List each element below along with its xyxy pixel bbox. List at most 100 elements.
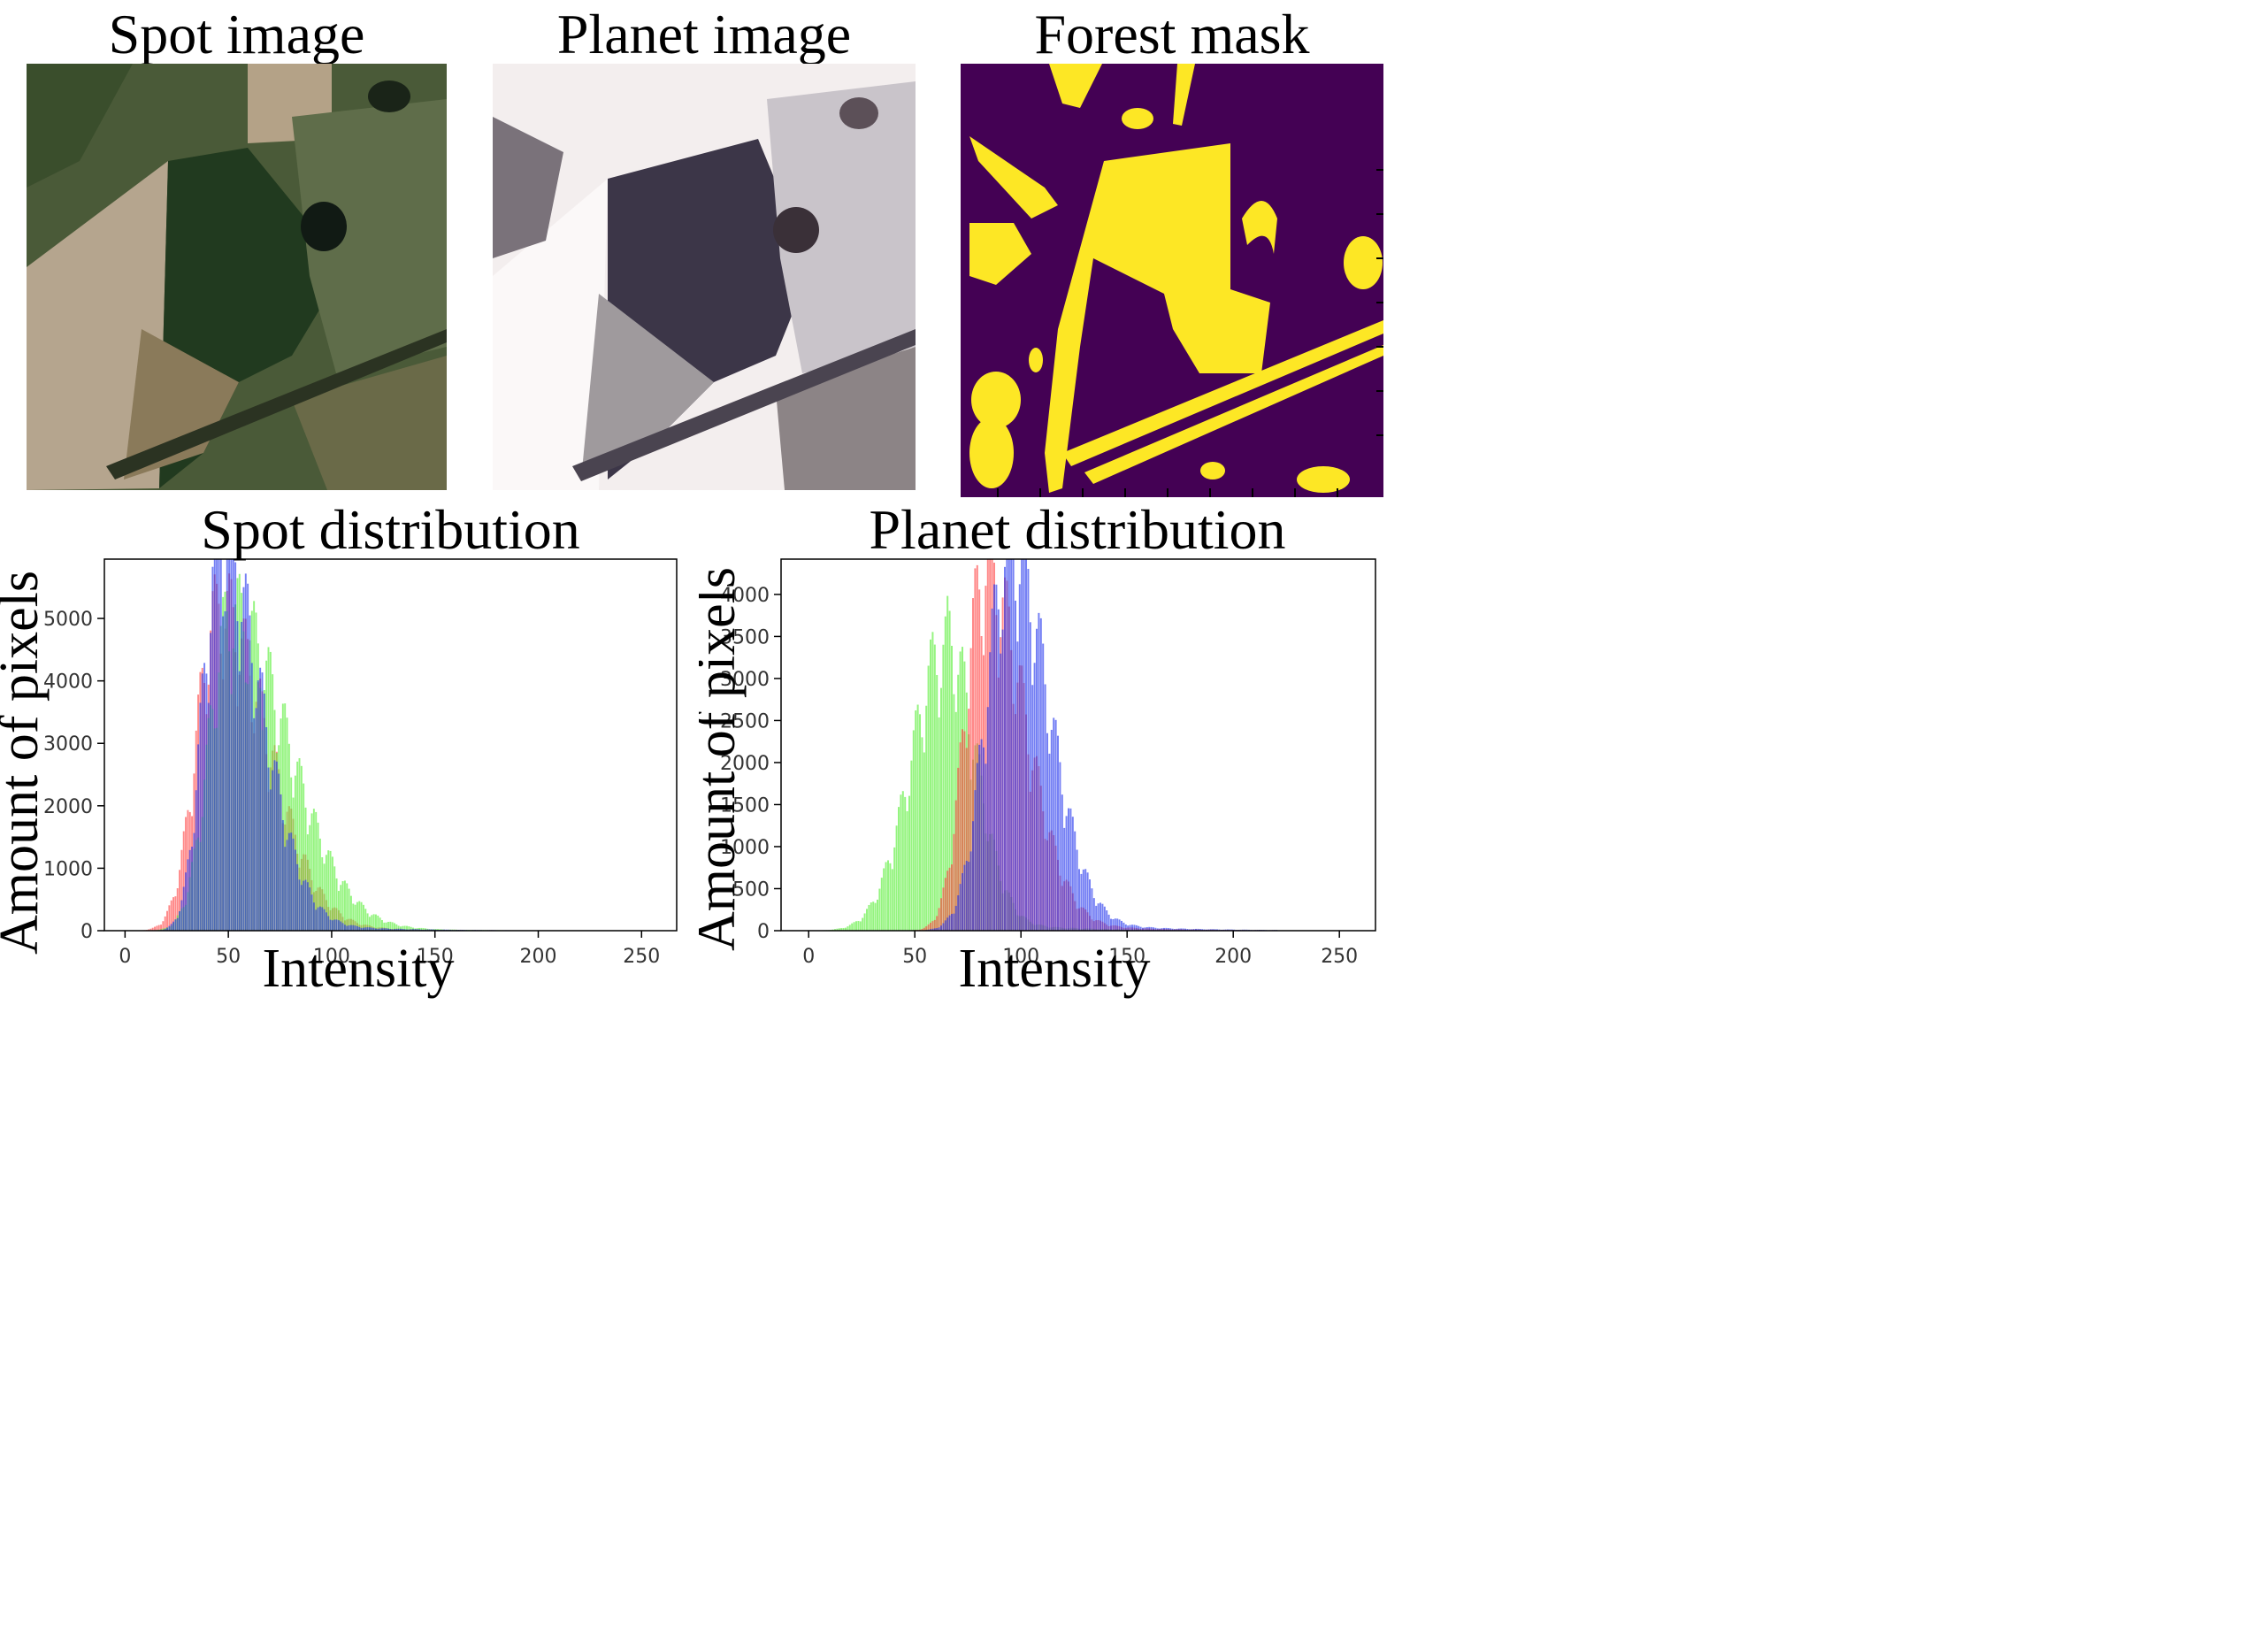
planet-green-bar: [853, 922, 855, 931]
spot-red-bar: [164, 916, 166, 931]
spot-green-bar: [385, 922, 387, 931]
spot-red-bar: [160, 924, 162, 931]
spot-blue-bar: [241, 621, 243, 931]
spot-green-bar: [346, 883, 349, 931]
planet-blue-bar: [933, 928, 936, 931]
spot-blue-bar: [228, 559, 231, 931]
planet-blue-bar: [976, 763, 978, 931]
spot-red-bar: [149, 928, 152, 931]
spot-green-bar: [383, 922, 386, 931]
spot-green-bar: [395, 924, 398, 931]
spot-blue-bar: [296, 863, 299, 931]
planet-blue-bar: [1159, 928, 1161, 931]
planet-blue-bar: [1033, 663, 1036, 931]
planet-blue-bar: [1167, 928, 1169, 931]
spot-red-bar: [166, 910, 169, 931]
spot-x-tick-label: 200: [520, 946, 557, 968]
planet-series-blue: [923, 559, 1278, 931]
planet-blue-bar: [1177, 928, 1180, 931]
spot-blue-bar: [418, 929, 420, 931]
spot-blue-bar: [354, 925, 356, 931]
spot-green-bar: [286, 717, 288, 931]
planet-blue-bar: [1048, 753, 1051, 931]
planet-blue-bar: [1018, 584, 1021, 931]
planet-red-bar: [942, 887, 945, 931]
planet-green-bar: [919, 714, 921, 931]
planet-blue-bar: [1012, 559, 1015, 931]
planet-blue-bar: [1195, 928, 1197, 931]
spot-green-bar: [391, 922, 394, 931]
planet-red-bar: [940, 898, 942, 931]
planet-green-bar: [898, 807, 900, 931]
spot-blue-bar: [366, 927, 369, 931]
planet-x-tick-label: 0: [802, 946, 815, 968]
planet-green-bar: [877, 899, 878, 931]
planet-blue-bar: [1065, 816, 1068, 931]
spot-blue-bar: [197, 744, 200, 931]
planet-green-bar: [866, 909, 868, 931]
spot-blue-bar: [218, 559, 220, 931]
planet-blue-bar: [1084, 869, 1087, 931]
planet-blue-bar: [1209, 929, 1212, 931]
planet-blue-bar: [1144, 927, 1146, 931]
spot-blue-bar: [327, 916, 330, 931]
spot-blue-bar: [230, 559, 233, 931]
spot-blue-bar: [273, 760, 276, 931]
spot-red-bar: [176, 888, 179, 931]
spot-x-tick-label: 150: [417, 946, 454, 968]
planet-blue-bar: [1036, 628, 1038, 931]
spot-blue-bar: [234, 562, 237, 931]
spot-satellite-image: [27, 64, 447, 490]
spot-blue-bar: [284, 847, 287, 931]
spot-blue-bar: [187, 859, 189, 931]
planet-blue-bar: [1092, 898, 1095, 931]
planet-blue-bar: [972, 821, 974, 931]
spot-blue-bar: [191, 847, 194, 931]
spot-red-bar: [180, 849, 183, 931]
planet-blue-bar: [931, 928, 934, 931]
planet-y-axis-label: Amount of pixels: [699, 567, 747, 951]
planet-series-green: [819, 595, 1151, 931]
spot-green-bar: [379, 917, 381, 931]
spot-blue-bar: [362, 927, 364, 931]
spot-blue-bar: [385, 928, 387, 931]
planet-red-bar: [965, 748, 968, 931]
planet-blue-bar: [1069, 808, 1072, 931]
planet-green-bar: [872, 901, 875, 931]
spot-green-bar: [380, 920, 383, 931]
spot-blue-bar: [292, 838, 295, 931]
planet-y-tick-label: 2000: [720, 753, 770, 775]
spot-blue-bar: [387, 928, 389, 931]
spot-blue-bar: [306, 882, 309, 931]
planet-red-bar: [972, 598, 974, 931]
spot-x-axis-label: Intensity: [263, 939, 455, 999]
planet-blue-bar: [1031, 685, 1034, 931]
spot-blue-bar: [182, 886, 185, 931]
planet-green-bar: [895, 825, 898, 931]
planet-red-bar: [959, 742, 962, 931]
spot-green-bar: [312, 809, 315, 931]
planet-blue-bar: [1129, 924, 1131, 931]
spot-green-bar: [352, 903, 355, 931]
spot-series-blue: [156, 559, 520, 931]
spot-blue-bar: [265, 726, 268, 931]
spot-green-bar: [329, 850, 332, 931]
spot-blue-bar: [290, 832, 293, 931]
spot-blue-bar: [400, 928, 402, 931]
spot-red-bar: [154, 926, 156, 931]
planet-green-bar: [938, 717, 940, 931]
planet-blue-bar: [1154, 927, 1157, 931]
spot-blue-bar: [333, 919, 336, 931]
planet-x-tick-label: 100: [1002, 946, 1039, 968]
planet-blue-bar: [980, 739, 983, 931]
spot-blue-bar: [278, 773, 280, 931]
spot-blue-bar: [331, 920, 333, 931]
planet-blue-bar: [1029, 622, 1031, 931]
spot-blue-bar: [374, 928, 377, 931]
planet-blue-bar: [993, 584, 995, 931]
spot-green-bar: [354, 904, 356, 931]
planet-blue-bar: [1068, 808, 1069, 931]
planet-blue-bar: [951, 914, 953, 931]
planet-blue-bar: [1010, 559, 1013, 931]
planet-green-bar: [859, 921, 862, 931]
